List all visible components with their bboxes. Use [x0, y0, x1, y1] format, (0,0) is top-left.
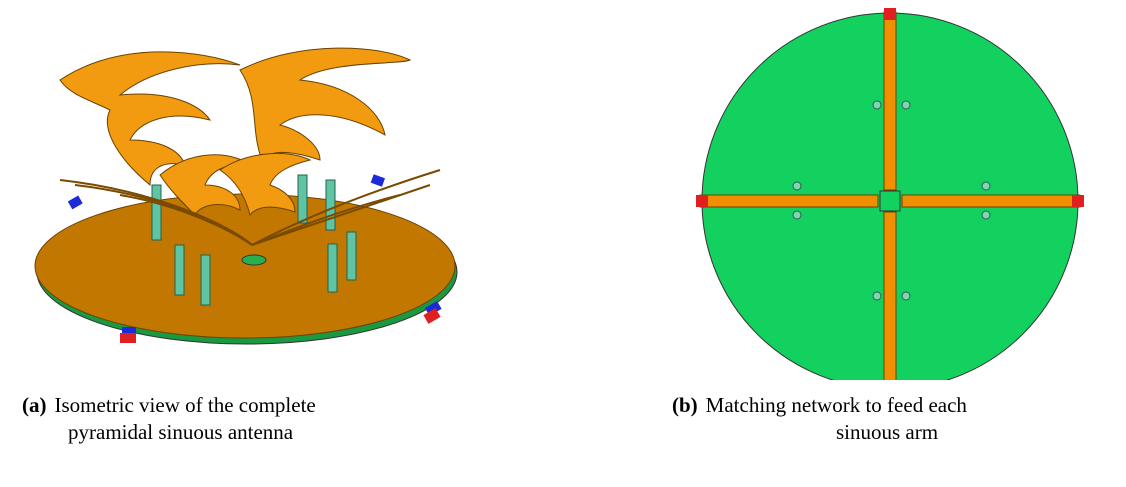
- caption-label: (a): [22, 393, 47, 417]
- isometric-antenna: [35, 48, 457, 344]
- caption-b: (b) Matching network to feed each sinuous…: [672, 392, 967, 446]
- caption-a: (a) Isometric view of the complete pyrami…: [22, 392, 316, 446]
- page: (a) Isometric view of the complete pyrami…: [0, 0, 1126, 487]
- caption-text: sinuous arm: [836, 420, 938, 444]
- figure-images: [0, 0, 1126, 380]
- caption-label: (b): [672, 393, 698, 417]
- caption-text: pyramidal sinuous antenna: [68, 420, 293, 444]
- caption-text: Matching network to feed each: [706, 393, 967, 417]
- matching-network: [696, 8, 1084, 380]
- caption-text: Isometric view of the complete: [55, 393, 316, 417]
